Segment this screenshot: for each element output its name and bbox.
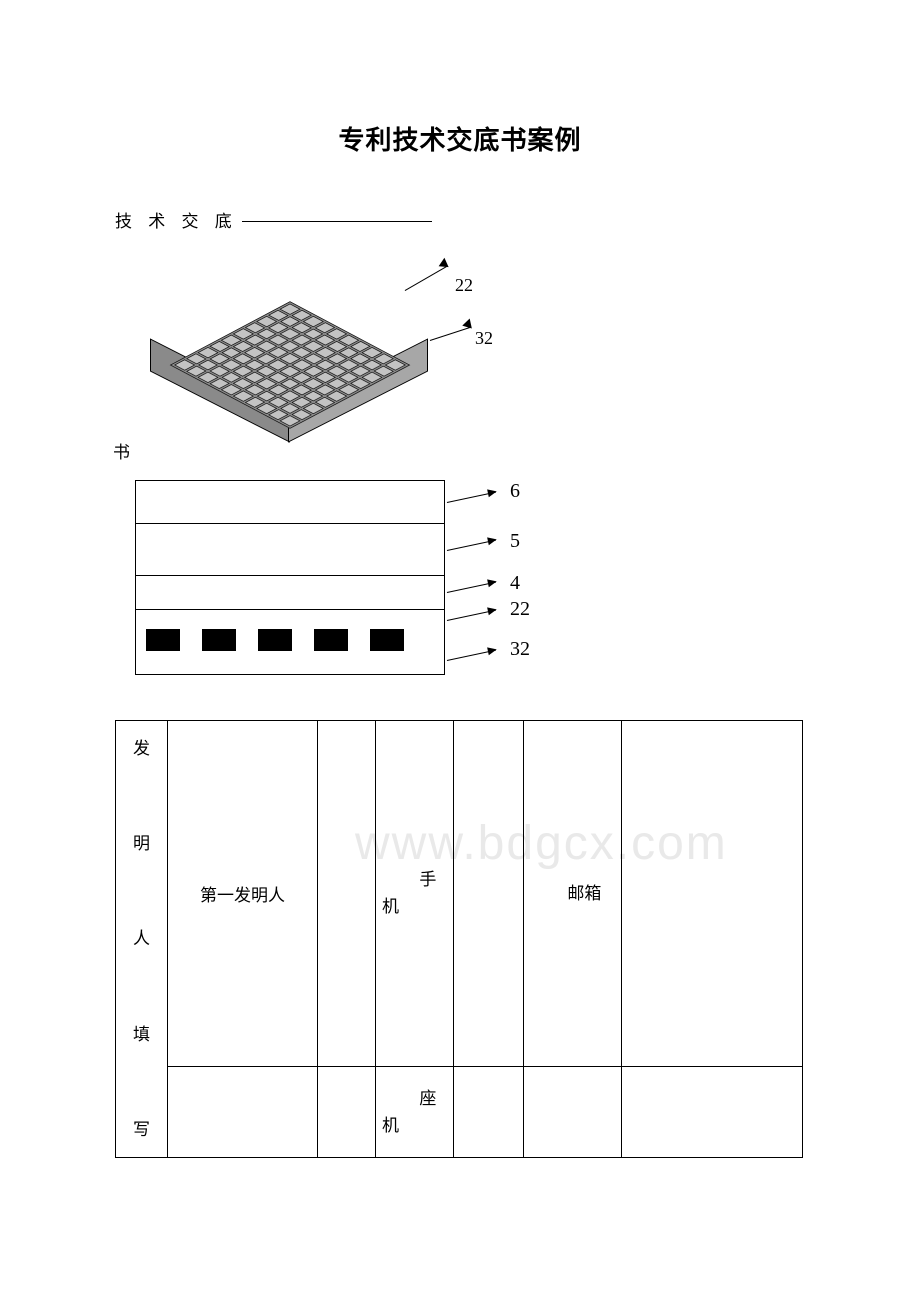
leader-6 (447, 492, 496, 504)
label-6: 6 (510, 480, 520, 503)
leader-4 (447, 582, 496, 594)
content-area: 技 术 交 底 书 22 32 www.bdgcx.com (115, 207, 805, 1158)
layer-line-3 (136, 609, 444, 610)
cross-box (135, 480, 445, 675)
leader-32 (430, 327, 470, 341)
block (314, 629, 348, 651)
block (370, 629, 404, 651)
cell-first-inventor-label: 第一发明人 (168, 721, 318, 1067)
label-32-3d: 32 (475, 328, 493, 349)
label-22c: 22 (510, 598, 530, 621)
layer-line-2 (136, 575, 444, 576)
cell-phone-label: 手机 (376, 721, 454, 1067)
cell-blank (168, 1066, 318, 1158)
cell-landline-label: 座机 (376, 1066, 454, 1158)
iso-top-grid (170, 301, 410, 428)
leader-22 (405, 266, 447, 291)
label-5: 5 (510, 530, 520, 553)
cell-blank (524, 1066, 622, 1158)
blocks-row (146, 629, 404, 651)
leader-5 (447, 540, 496, 552)
layer-line-1 (136, 523, 444, 524)
cell-vertical-label: 发 明 人 填 写 (116, 721, 168, 1158)
cell-email-label: 邮箱 (524, 721, 622, 1067)
cell-blank (318, 721, 376, 1067)
diagram-3d-grid: 22 32 (135, 240, 515, 470)
cell-blank (454, 721, 524, 1067)
fieldset-line (242, 221, 432, 222)
fieldset-header: 技 术 交 底 (115, 207, 805, 232)
cell-blank (454, 1066, 524, 1158)
cell-blank (318, 1066, 376, 1158)
figure-block: 书 22 32 www.bdgcx.com 6 5 4 (115, 240, 805, 680)
fieldset-label: 技 术 交 底 (115, 207, 238, 232)
table-row: 座机 (116, 1066, 803, 1158)
book-char: 书 (113, 438, 130, 463)
diagram-cross-section: 6 5 4 22 32 (135, 480, 555, 680)
page-title: 专利技术交底书案例 (0, 0, 920, 157)
block (202, 629, 236, 651)
block (146, 629, 180, 651)
label-4: 4 (510, 572, 520, 595)
cell-blank (622, 721, 803, 1067)
cell-blank (622, 1066, 803, 1158)
block (258, 629, 292, 651)
table-row: 发 明 人 填 写 第一发明人 手机 邮箱 (116, 721, 803, 1067)
label-32c: 32 (510, 638, 530, 661)
label-22-3d: 22 (455, 275, 473, 296)
leader-22c (447, 610, 496, 622)
leader-32c (447, 650, 496, 662)
inventor-form-table: 发 明 人 填 写 第一发明人 手机 邮箱 座机 (115, 720, 803, 1158)
